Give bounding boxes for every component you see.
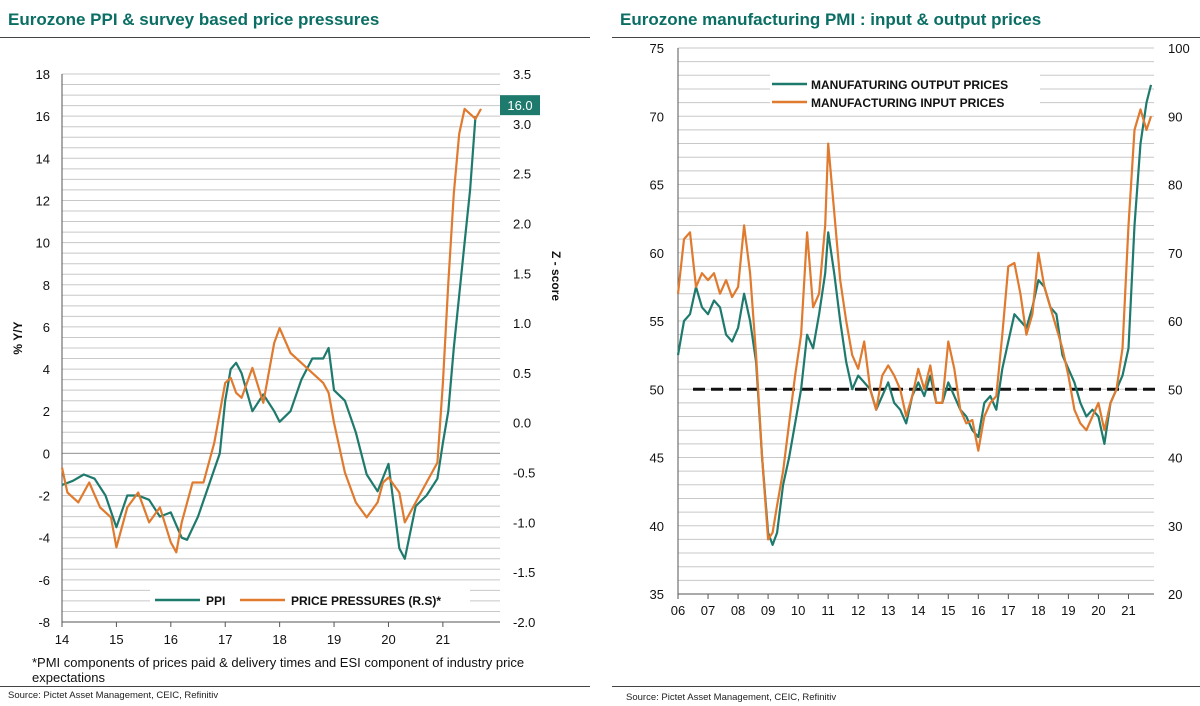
y2-tick-label: 100 <box>1168 41 1190 56</box>
x-tick-label: 11 <box>821 603 835 618</box>
y-tick-label: 65 <box>650 178 664 193</box>
x-tick-label: 20 <box>381 632 395 647</box>
y-tick-label: 55 <box>650 314 664 329</box>
legend-background <box>770 72 1040 114</box>
y2-tick-label: 40 <box>1168 451 1182 466</box>
y-tick-label: 70 <box>650 109 664 124</box>
right-chart-panel: Eurozone manufacturing PMI : input & out… <box>612 0 1200 706</box>
left-source-rule <box>0 686 590 687</box>
x-tick-label: 21 <box>1121 603 1135 618</box>
right-title-rule <box>612 37 1200 38</box>
right-chart-svg: 35 40 45 50 55 60 65 70 75 20 30 40 50 60 70 80 90 100 06 0… <box>650 41 1190 618</box>
y-tick-label: 45 <box>650 451 664 466</box>
x-tick-label: 13 <box>881 603 895 618</box>
y2-tick-label: 90 <box>1168 109 1182 124</box>
y-tick-label: 18 <box>36 67 50 82</box>
left-chart-title: Eurozone PPI & survey based price pressu… <box>8 10 380 29</box>
y-tick-label: 2 <box>43 404 50 419</box>
y2-tick-label: 2.5 <box>513 167 531 182</box>
x-tick-label: 16 <box>971 603 985 618</box>
legend-label-input: MANUFACTURING INPUT PRICES <box>811 96 1004 110</box>
y-tick-label: 35 <box>650 587 664 602</box>
y2-tick-label: 80 <box>1168 178 1182 193</box>
x-tick-label: 19 <box>1061 603 1075 618</box>
left-chart-svg: -8 -6 -4 -2 0 2 4 6 8 10 12 14 16 18 -2.0 -1.5 -1.0 -0.5 0… <box>11 67 563 647</box>
y2-axis-label: Z - score <box>549 251 563 301</box>
output-prices-series-line <box>676 84 1153 547</box>
y2-tick-label: -2.0 <box>513 615 535 630</box>
x-tick-label: 18 <box>272 632 286 647</box>
right-source: Source: Pictet Asset Management, CEIC, R… <box>626 692 837 703</box>
x-tick-label: 18 <box>1031 603 1045 618</box>
y-axis-label: % Y/Y <box>11 321 25 354</box>
y-tick-label: 75 <box>650 41 664 56</box>
y2-tick-label: 70 <box>1168 246 1182 261</box>
y-tick-label: -4 <box>38 531 50 546</box>
y-tick-label: 8 <box>43 278 50 293</box>
left-chart-panel: Eurozone PPI & survey based price pressu… <box>0 0 590 706</box>
legend-label-output: MANUFATURING OUTPUT PRICES <box>811 78 1008 92</box>
y-tick-label: 4 <box>43 362 50 377</box>
x-tick-label: 19 <box>327 632 341 647</box>
y2-tick-label: -1.0 <box>513 515 535 530</box>
y2-tick-label: 20 <box>1168 587 1182 602</box>
y2-tick-label: 1.5 <box>513 266 531 281</box>
left-footnote: *PMI components of prices paid & deliver… <box>32 655 525 685</box>
input-prices-series-line <box>676 108 1153 541</box>
x-tick-label: 16 <box>164 632 178 647</box>
y2-tick-label: 2.0 <box>513 216 531 231</box>
x-tick-label: 12 <box>851 603 865 618</box>
y-tick-label: 60 <box>650 246 664 261</box>
value-label-box <box>500 95 540 116</box>
y2-tick-label: -0.5 <box>513 466 535 481</box>
x-tick-label: 08 <box>731 603 745 618</box>
y2-tick-label: 1.0 <box>513 316 531 331</box>
x-tick-label: 10 <box>791 603 805 618</box>
x-tick-label: 14 <box>55 632 69 647</box>
price-pressures-series-line <box>60 107 482 554</box>
y-tick-label: -8 <box>38 615 50 630</box>
x-tick-label: 17 <box>1001 603 1015 618</box>
x-tick-label: 15 <box>941 603 955 618</box>
right-source-rule <box>612 686 1200 687</box>
y-tick-label: 40 <box>650 519 664 534</box>
x-tick-label: 06 <box>671 603 685 618</box>
y-tick-label: -2 <box>38 489 50 504</box>
x-tick-label: 20 <box>1091 603 1105 618</box>
legend-label-ppi: PPI <box>206 594 225 608</box>
y2-tick-label: 3.5 <box>513 67 531 82</box>
ppi-series-line <box>61 116 477 560</box>
y2-tick-label: 50 <box>1168 382 1182 397</box>
y2-tick-label: 0.0 <box>513 416 531 431</box>
x-tick-label: 15 <box>109 632 123 647</box>
y-tick-label: 14 <box>36 151 50 166</box>
y2-tick-label: 30 <box>1168 519 1182 534</box>
y-tick-label: 12 <box>36 193 50 208</box>
value-label: 16.0 <box>507 98 532 113</box>
y2-tick-label: -1.5 <box>513 565 535 580</box>
y-tick-label: 10 <box>36 236 50 251</box>
x-tick-label: 14 <box>911 603 925 618</box>
y-tick-label: 16 <box>36 109 50 124</box>
x-tick-label: 07 <box>701 603 715 618</box>
legend-background <box>150 588 470 610</box>
x-tick-label: 09 <box>761 603 775 618</box>
y-tick-label: 50 <box>650 382 664 397</box>
y2-tick-label: 60 <box>1168 314 1182 329</box>
y-tick-label: 6 <box>43 320 50 335</box>
x-tick-label: 17 <box>218 632 232 647</box>
left-title-rule <box>0 37 590 38</box>
y-tick-label: -6 <box>38 573 50 588</box>
legend-label-price-pressures: PRICE PRESSURES (R.S)* <box>291 594 441 608</box>
y2-tick-label: 3.0 <box>513 117 531 132</box>
y-tick-label: 0 <box>43 446 50 461</box>
left-source: Source: Pictet Asset Management, CEIC, R… <box>8 690 219 701</box>
y2-tick-label: 0.5 <box>513 366 531 381</box>
right-chart-title: Eurozone manufacturing PMI : input & out… <box>620 10 1042 29</box>
x-tick-label: 21 <box>436 632 450 647</box>
